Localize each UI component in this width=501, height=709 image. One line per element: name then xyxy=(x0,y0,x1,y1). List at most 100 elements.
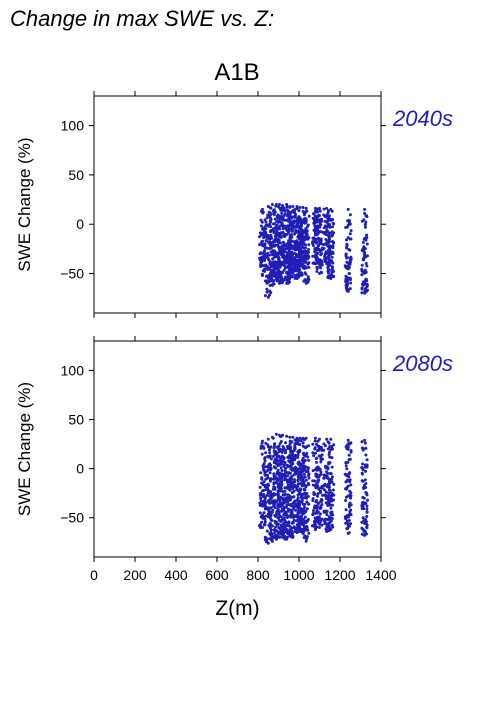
data-point xyxy=(300,497,304,500)
data-point xyxy=(290,474,294,478)
data-point xyxy=(260,477,264,481)
data-point xyxy=(285,281,289,285)
data-point xyxy=(272,279,276,283)
data-point xyxy=(320,503,324,506)
data-point xyxy=(330,525,334,529)
data-point xyxy=(292,457,296,461)
data-point xyxy=(328,268,332,272)
x-tick-label: 400 xyxy=(164,567,188,583)
data-point xyxy=(301,262,305,266)
data-point xyxy=(297,209,301,213)
data-point xyxy=(319,460,323,464)
data-point xyxy=(317,213,321,217)
data-point xyxy=(324,517,327,521)
data-point xyxy=(261,269,265,273)
data-point xyxy=(346,514,350,518)
panel-2040s: −50 0 50 100 SWE Change (%) 2040s xyxy=(15,91,453,318)
data-point xyxy=(331,503,334,507)
data-point xyxy=(318,473,322,477)
data-point xyxy=(270,532,274,536)
data-point xyxy=(328,455,332,459)
data-point xyxy=(330,516,334,520)
data-point xyxy=(324,258,328,262)
data-point xyxy=(345,246,348,250)
data-point xyxy=(311,451,315,455)
data-point xyxy=(290,229,294,233)
data-point xyxy=(275,272,279,276)
data-point xyxy=(285,270,289,274)
data-point xyxy=(278,217,282,221)
data-point xyxy=(314,451,317,455)
data-point xyxy=(304,217,308,221)
data-point xyxy=(264,441,268,445)
data-point xyxy=(346,527,350,530)
data-point xyxy=(277,445,280,449)
data-point xyxy=(285,203,289,206)
data-point xyxy=(301,436,305,440)
data-point xyxy=(345,238,348,242)
data-point xyxy=(365,504,369,508)
data-point xyxy=(304,484,308,488)
data-point xyxy=(265,529,269,533)
data-point xyxy=(360,267,364,271)
data-point xyxy=(300,474,304,478)
data-point xyxy=(311,497,315,500)
data-point xyxy=(346,266,350,270)
data-point xyxy=(261,516,265,520)
data-point xyxy=(301,206,305,209)
data-point xyxy=(322,231,326,235)
data-point xyxy=(329,528,333,531)
data-point xyxy=(277,257,281,261)
data-point xyxy=(276,251,279,255)
data-point xyxy=(284,451,288,455)
data-point xyxy=(283,486,287,490)
data-point xyxy=(327,248,331,252)
data-point xyxy=(307,458,311,462)
data-point xyxy=(365,284,369,288)
data-point xyxy=(261,504,265,508)
data-point xyxy=(276,468,280,472)
data-point xyxy=(282,206,286,210)
data-point xyxy=(285,259,289,262)
data-point xyxy=(298,240,302,244)
data-point xyxy=(320,454,323,457)
data-point xyxy=(287,507,290,511)
data-point xyxy=(328,521,332,525)
data-point xyxy=(282,214,286,218)
data-point xyxy=(365,493,369,497)
data-point xyxy=(283,489,287,493)
data-point xyxy=(363,463,367,467)
data-point xyxy=(365,236,369,240)
data-point xyxy=(283,476,287,480)
data-point xyxy=(365,507,369,511)
data-point xyxy=(303,221,307,225)
data-point xyxy=(282,498,286,502)
data-point xyxy=(312,239,316,243)
data-point xyxy=(282,261,286,265)
data-point xyxy=(328,225,332,229)
data-point xyxy=(325,437,329,441)
data-point xyxy=(298,436,302,440)
data-point xyxy=(326,241,330,245)
data-point xyxy=(349,229,353,233)
data-point xyxy=(297,267,301,271)
data-point xyxy=(278,501,282,505)
data-point xyxy=(363,441,367,445)
data-point xyxy=(301,219,304,223)
data-point xyxy=(288,233,292,237)
y-tick-label: 100 xyxy=(61,118,85,134)
data-point xyxy=(281,204,285,207)
data-point xyxy=(293,215,297,219)
data-point xyxy=(364,270,368,274)
data-point xyxy=(347,519,351,522)
data-point xyxy=(265,279,269,283)
data-point xyxy=(346,207,350,211)
data-point xyxy=(284,505,288,509)
data-point xyxy=(273,442,276,446)
data-point xyxy=(282,278,286,282)
data-point xyxy=(263,535,267,539)
data-point xyxy=(291,535,295,539)
data-point xyxy=(286,214,290,218)
data-point xyxy=(298,206,302,209)
data-point xyxy=(259,499,263,503)
